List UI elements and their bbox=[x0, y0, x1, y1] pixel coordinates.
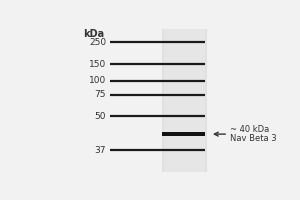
Bar bbox=[162, 29, 207, 172]
Bar bbox=[162, 132, 206, 136]
Text: 37: 37 bbox=[94, 146, 106, 155]
Text: kDa: kDa bbox=[82, 29, 104, 39]
Text: 50: 50 bbox=[94, 112, 106, 121]
Bar bbox=[164, 29, 206, 172]
Text: 250: 250 bbox=[89, 38, 106, 47]
Text: ~ 40 kDa: ~ 40 kDa bbox=[230, 125, 270, 134]
Text: 150: 150 bbox=[89, 60, 106, 69]
Text: 75: 75 bbox=[94, 90, 106, 99]
Text: 100: 100 bbox=[89, 76, 106, 85]
Text: Nav Beta 3: Nav Beta 3 bbox=[230, 134, 277, 143]
